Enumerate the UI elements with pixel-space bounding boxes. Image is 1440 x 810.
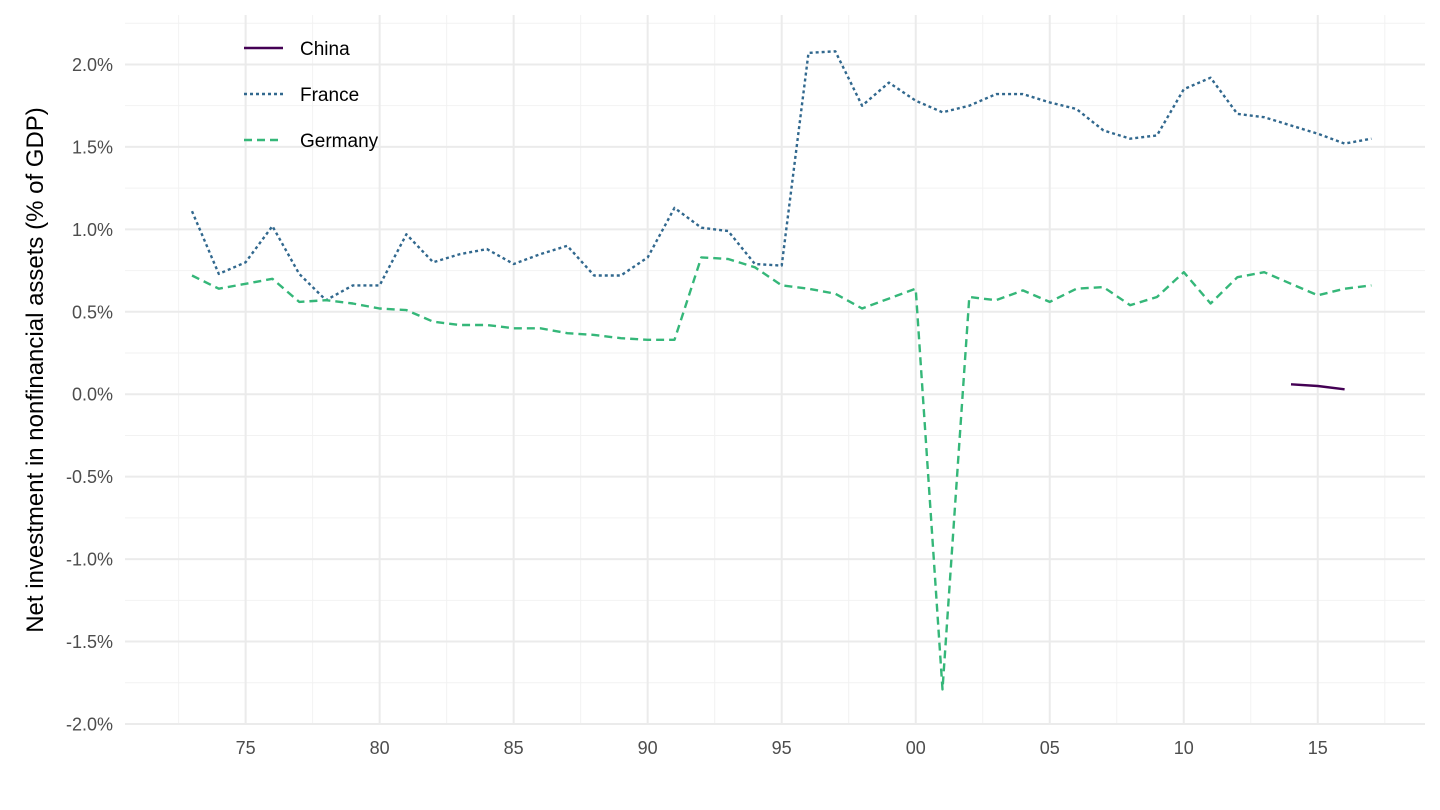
x-axis-ticks: 75 80 85 90 95 00 05 10 15 xyxy=(236,738,1328,758)
legend-label-china: China xyxy=(300,39,350,60)
series-lines xyxy=(190,50,1372,691)
y-tick-label: 0.5% xyxy=(72,302,113,322)
x-tick-label: 75 xyxy=(236,738,256,758)
x-tick-label: 15 xyxy=(1308,738,1328,758)
legend: China France Germany xyxy=(244,39,379,152)
x-tick-label: 00 xyxy=(906,738,926,758)
x-tick-label: 80 xyxy=(370,738,390,758)
series-line-france xyxy=(190,50,1372,302)
legend-label-france: France xyxy=(300,85,359,106)
y-tick-label: -1.5% xyxy=(66,632,113,652)
y-tick-label: -1.0% xyxy=(66,550,113,570)
y-tick-label: -2.0% xyxy=(66,715,113,735)
series-line-china xyxy=(1290,383,1345,391)
x-tick-label: 95 xyxy=(772,738,792,758)
y-axis-ticks: -2.0% -1.5% -1.0% -0.5% 0.0% 0.5% 1.0% 1.5% 2.0% xyxy=(66,55,113,735)
x-tick-label: 05 xyxy=(1040,738,1060,758)
x-tick-label: 85 xyxy=(504,738,524,758)
y-tick-label: 1.5% xyxy=(72,137,113,157)
major-gridlines xyxy=(125,15,1425,725)
x-tick-label: 10 xyxy=(1174,738,1194,758)
y-tick-label: 2.0% xyxy=(72,55,113,75)
y-tick-label: -0.5% xyxy=(66,467,113,487)
x-tick-label: 90 xyxy=(638,738,658,758)
minor-gridlines xyxy=(125,15,1425,724)
series-line-germany xyxy=(191,256,1372,691)
y-tick-label: 0.0% xyxy=(72,385,113,405)
legend-label-germany: Germany xyxy=(300,131,379,152)
y-tick-label: 1.0% xyxy=(72,220,113,240)
y-axis-title: Net investment in nonfinancial assets (%… xyxy=(22,107,49,633)
